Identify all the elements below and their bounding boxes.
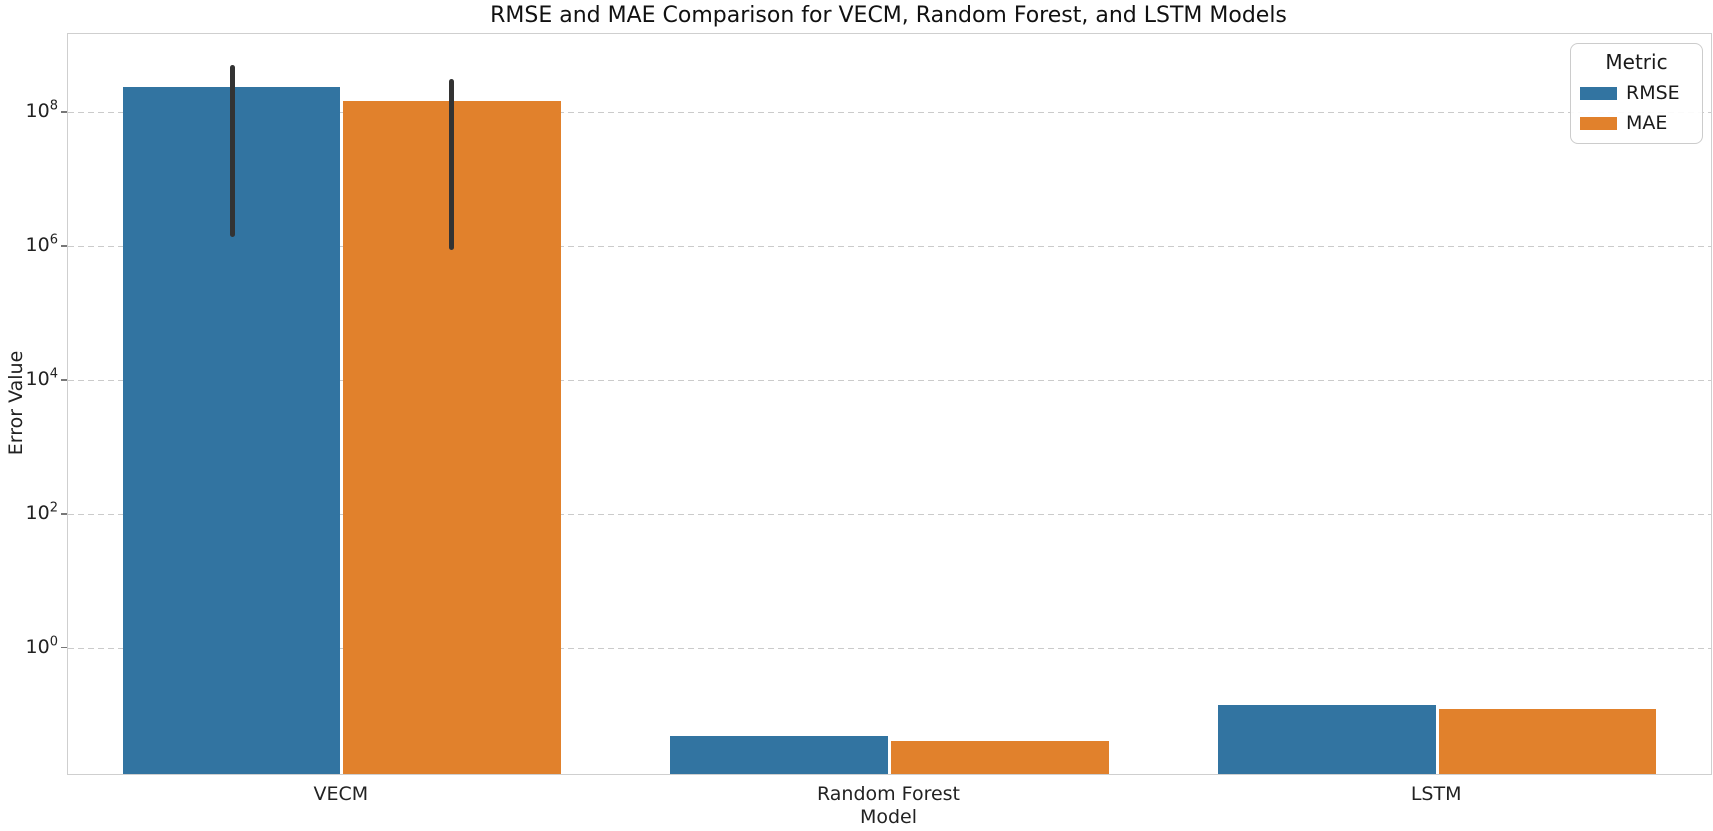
y-tick-label-1e6: 106 [25,232,58,256]
gridline-1e8 [68,112,1711,114]
x-axis-label: Model [859,806,918,828]
legend-label-mae: MAE [1626,112,1668,134]
y-tick-mark-1e6 [61,245,67,247]
bar-lstm-rmse [1218,704,1436,774]
legend-label-rmse: RMSE [1626,82,1680,104]
y-tick-mark-1e0 [61,646,67,649]
y-tick-label-1e4: 104 [25,366,58,390]
x-tick-label-lstm: LSTM [1410,783,1462,805]
gridline-1e4 [68,380,1711,382]
plot-area [67,33,1712,775]
y-tick-label-1e0: 100 [25,634,58,658]
y-tick-mark-1e2 [61,513,67,515]
x-tick-label-random-forest: Random Forest [816,783,960,805]
gridline-1e2 [68,514,1711,516]
legend-item-mae: MAE [1580,112,1693,135]
y-tick-label-1e8: 108 [25,98,58,122]
error-bar-vecm-mae [448,78,454,250]
y-tick-label-1e2: 102 [25,500,58,524]
y-tick-mark-1e8 [61,111,67,113]
legend-swatch-rmse [1580,87,1617,100]
gridline-1e6 [68,246,1711,248]
bar-random-forest-mae [891,740,1109,774]
legend-item-rmse: RMSE [1580,82,1693,105]
legend-title: Metric [1605,50,1668,74]
bar-random-forest-rmse [670,735,888,774]
y-tick-mark-1e4 [61,379,67,381]
legend-swatch-mae [1580,117,1617,130]
legend: Metric RMSE MAE [1570,43,1703,144]
chart-title: RMSE and MAE Comparison for VECM, Random… [490,3,1287,28]
error-bar-vecm-rmse [229,64,235,237]
bar-lstm-mae [1438,708,1657,774]
gridline-1e0 [68,648,1711,650]
x-tick-label-vecm: VECM [313,783,369,805]
